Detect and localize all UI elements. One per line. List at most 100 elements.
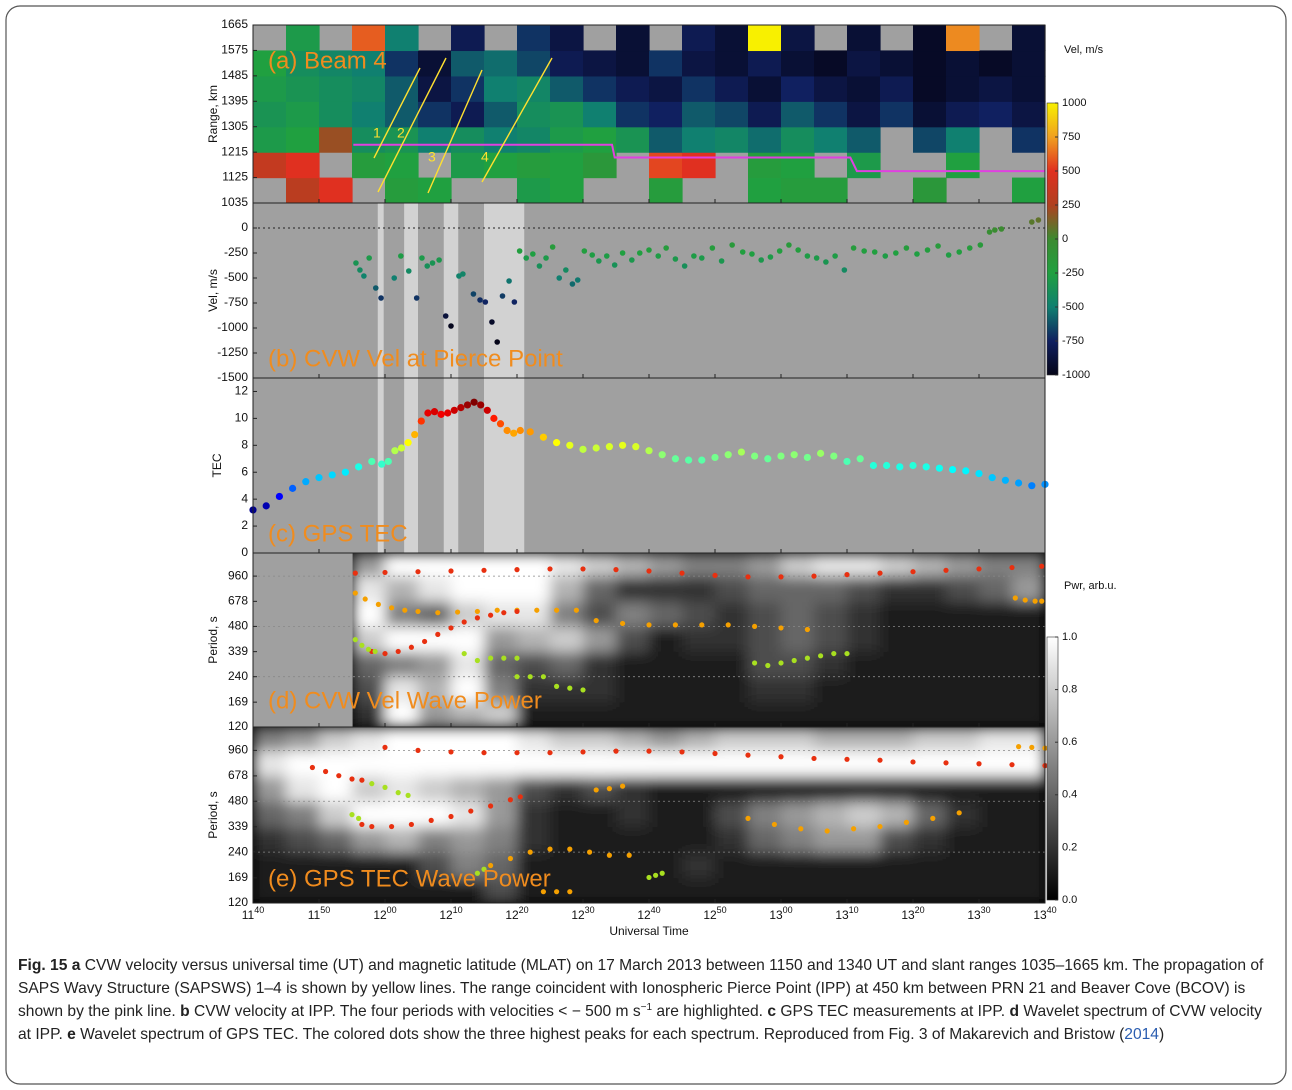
data-point [966,245,973,251]
data-point [553,439,561,447]
heat-cell [616,750,650,777]
peak-dot [712,750,718,757]
peak-dot [382,784,388,790]
heat-cell [715,750,749,777]
heat-cell [550,826,584,853]
ipp-range-line [353,143,1045,173]
heat-cell [253,50,287,77]
heat-cell [880,101,914,128]
data-point [489,319,495,325]
heat-cell [385,676,419,703]
peak-dot [359,777,365,783]
sapsws-line [427,69,483,194]
data-point [655,253,662,259]
heat-cell [682,50,716,77]
peak-dot [514,608,520,615]
data-point [530,251,536,257]
heat-cell [1012,126,1046,153]
caption-sup: −1 [640,1001,653,1013]
data-point [767,254,774,260]
heat-cell [682,676,716,703]
data-point [975,469,983,478]
data-point [711,453,719,462]
data-point [556,275,563,281]
data-point [671,455,680,463]
data-point [632,443,640,451]
heat-cell [550,775,584,802]
heat-cell [814,177,848,204]
heat-cell [781,576,815,602]
heat-cell [781,50,815,77]
data-point [457,404,465,412]
heat-cell [649,877,683,903]
heat-cell [319,826,353,853]
y-tick-label: 0 [241,545,248,559]
heat-cell [682,75,716,102]
peak-dot [359,821,365,828]
heat-cell [880,826,914,853]
heat-cell [649,801,683,828]
panel-title: (c) GPS TEC [268,520,408,547]
peak-dot [369,781,375,787]
data-point [992,227,998,233]
peak-dot [488,655,494,661]
caption-link[interactable]: 2014 [1124,1026,1159,1043]
caption-bold: e [67,1026,76,1043]
heat-cell [583,676,617,703]
peak-dot [567,685,573,691]
heat-cell [946,750,980,777]
heat-cell [352,750,386,777]
heat-cell [385,25,419,52]
heat-cell [946,877,980,903]
peak-dot [415,747,421,753]
heat-cell [583,826,617,853]
heat-cell [946,152,980,179]
sapsws-line [481,57,553,183]
data-point [832,253,838,259]
data-point [914,251,920,257]
y-axis-label: Range, km [206,85,220,143]
heat-cell [682,826,716,853]
heat-cell [913,25,947,52]
peak-dot [455,609,461,615]
heat-cell [517,727,551,751]
peak-dot [725,622,731,628]
peak-dot [501,610,507,616]
heat-cell [352,50,386,77]
panel-title: (a) Beam 4 [268,47,387,74]
heat-cell [517,852,551,879]
heat-cell [913,126,947,153]
colorbar-tick-label: 1.0 [1062,631,1077,643]
heat-cell [682,601,716,628]
heat-cell [550,553,584,577]
heat-cell [979,601,1013,628]
x-tick-label: 1330 [967,905,990,922]
heat-cell [1012,877,1045,903]
heat-cell [484,750,518,777]
data-point [397,444,406,452]
peak-dot [415,569,421,575]
peak-dot [372,648,378,655]
heat-cell [847,601,881,628]
peak-dot [804,626,811,633]
heat-cell [517,576,551,602]
peak-dot [517,794,523,800]
heat-cell [814,702,848,727]
colorbar-tick-label: 0.8 [1062,684,1077,696]
heat-cell [715,702,749,727]
y-axis-label: Period, s [206,616,220,663]
heat-cell [517,101,551,128]
peak-dot [956,810,962,816]
peak-dot [382,650,388,657]
peak-dot [567,846,573,852]
heat-cell [748,126,782,153]
y-tick-label: 1125 [222,170,248,184]
peak-dot [352,570,358,576]
peak-dot [1039,598,1045,604]
y-tick-label: 169 [228,694,248,708]
heat-cell [319,50,353,77]
heat-cell [814,553,848,577]
heat-cell [1012,801,1045,828]
y-tick-label: 1305 [221,119,248,133]
data-point [856,455,864,463]
